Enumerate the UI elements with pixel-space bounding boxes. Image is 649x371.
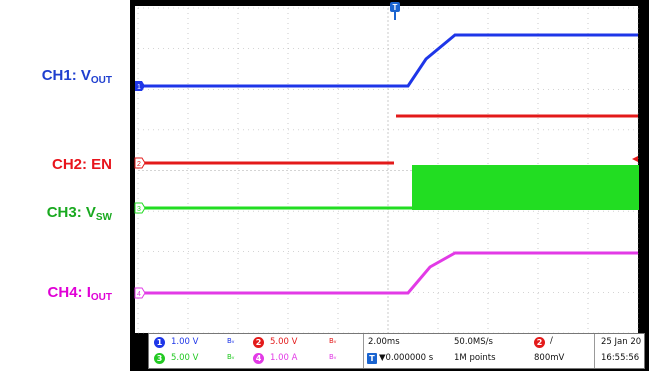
ch3-scale: 5.00 V xyxy=(171,353,199,363)
ch3-marker-label: 3 xyxy=(137,206,141,213)
ch4-waveform xyxy=(138,251,638,295)
ch3-label-sub: SW xyxy=(95,212,112,223)
ch3-label-main: CH3: V xyxy=(46,204,96,221)
ch1-label-sub: OUT xyxy=(90,75,112,86)
ch4-label-sub: OUT xyxy=(90,292,112,303)
ch1-label-main: CH1: V xyxy=(41,67,91,84)
trigger-level: 800mV xyxy=(534,353,565,363)
trigger-level-arrow[interactable] xyxy=(632,156,638,162)
ch3-switching-burst xyxy=(412,165,639,210)
ch3-label: CH3: VSW xyxy=(47,204,112,223)
ch2-label-main: CH2: EN xyxy=(51,156,112,173)
ch1-badge: 1 xyxy=(154,337,165,348)
ch3-ground-marker[interactable]: 3 xyxy=(134,202,146,214)
trigger-marker-label: T xyxy=(393,3,398,12)
date: 25 Jan 20 xyxy=(601,337,642,347)
channel-labels: CH1: VOUT CH2: EN CH3: VSW CH4: IOUT xyxy=(0,0,130,371)
ch2-bw-icon: Bᵥ xyxy=(329,337,337,345)
time: 16:55:56 xyxy=(601,353,640,363)
ch1-ground-marker[interactable]: 1 xyxy=(135,81,145,91)
trigger-delay: ▼0.000000 s xyxy=(379,353,434,363)
ch2-scale: 5.00 V xyxy=(270,337,298,347)
timebase: 2.00ms xyxy=(368,337,400,347)
ch1-marker-label: 1 xyxy=(137,84,141,91)
trigger-slope-icon: / xyxy=(550,336,553,346)
date-time: 25 Jan 20 16:55:56 xyxy=(595,334,645,368)
channel-scales[interactable]: 1 1.00 V Bᵥ 2 5.00 V Bᵥ 3 5.00 V Bᵥ 4 1.… xyxy=(149,334,364,368)
trigger-position-marker[interactable]: T xyxy=(390,2,400,20)
ch4-scale: 1.00 A xyxy=(270,353,298,363)
ch4-bw-icon: Bᵥ xyxy=(329,353,337,361)
ch1-scale: 1.00 V xyxy=(171,337,199,347)
ch4-ground-marker[interactable]: 4 xyxy=(134,287,146,299)
sample-rate: 50.0MS/s xyxy=(454,337,493,347)
ch1-label: CH1: VOUT xyxy=(42,67,112,86)
ch4-label-main: CH4: I xyxy=(47,284,91,301)
ch2-label: CH2: EN xyxy=(52,156,112,173)
status-bar: 1 1.00 V Bᵥ 2 5.00 V Bᵥ 3 5.00 V Bᵥ 4 1.… xyxy=(148,333,645,369)
ch3-bw-icon: Bᵥ xyxy=(227,353,235,361)
oscilloscope-screen: T 1 2 3 4 xyxy=(130,0,649,371)
graticule xyxy=(137,7,639,334)
ch4-marker-label: 4 xyxy=(137,291,141,298)
ch1-bw-icon: Bᵥ xyxy=(227,337,235,345)
horizontal-acquisition[interactable]: 2.00ms 50.0MS/s 2 / T ▼0.000000 s 1M poi… xyxy=(364,334,595,368)
ch3-badge: 3 xyxy=(154,353,165,364)
waveform-display: T 1 2 3 4 xyxy=(134,2,639,334)
ch2-marker-label: 2 xyxy=(137,161,141,168)
ch2-ground-marker[interactable]: 2 xyxy=(134,157,146,169)
ch1-waveform xyxy=(138,33,638,88)
ch4-badge: 4 xyxy=(253,353,264,364)
record-length: 1M points xyxy=(454,353,496,363)
ch4-label: CH4: IOUT xyxy=(48,284,112,303)
trigger-delay-icon: T xyxy=(367,353,377,364)
ch2-badge: 2 xyxy=(253,337,264,348)
trigger-source-badge: 2 xyxy=(534,337,545,348)
